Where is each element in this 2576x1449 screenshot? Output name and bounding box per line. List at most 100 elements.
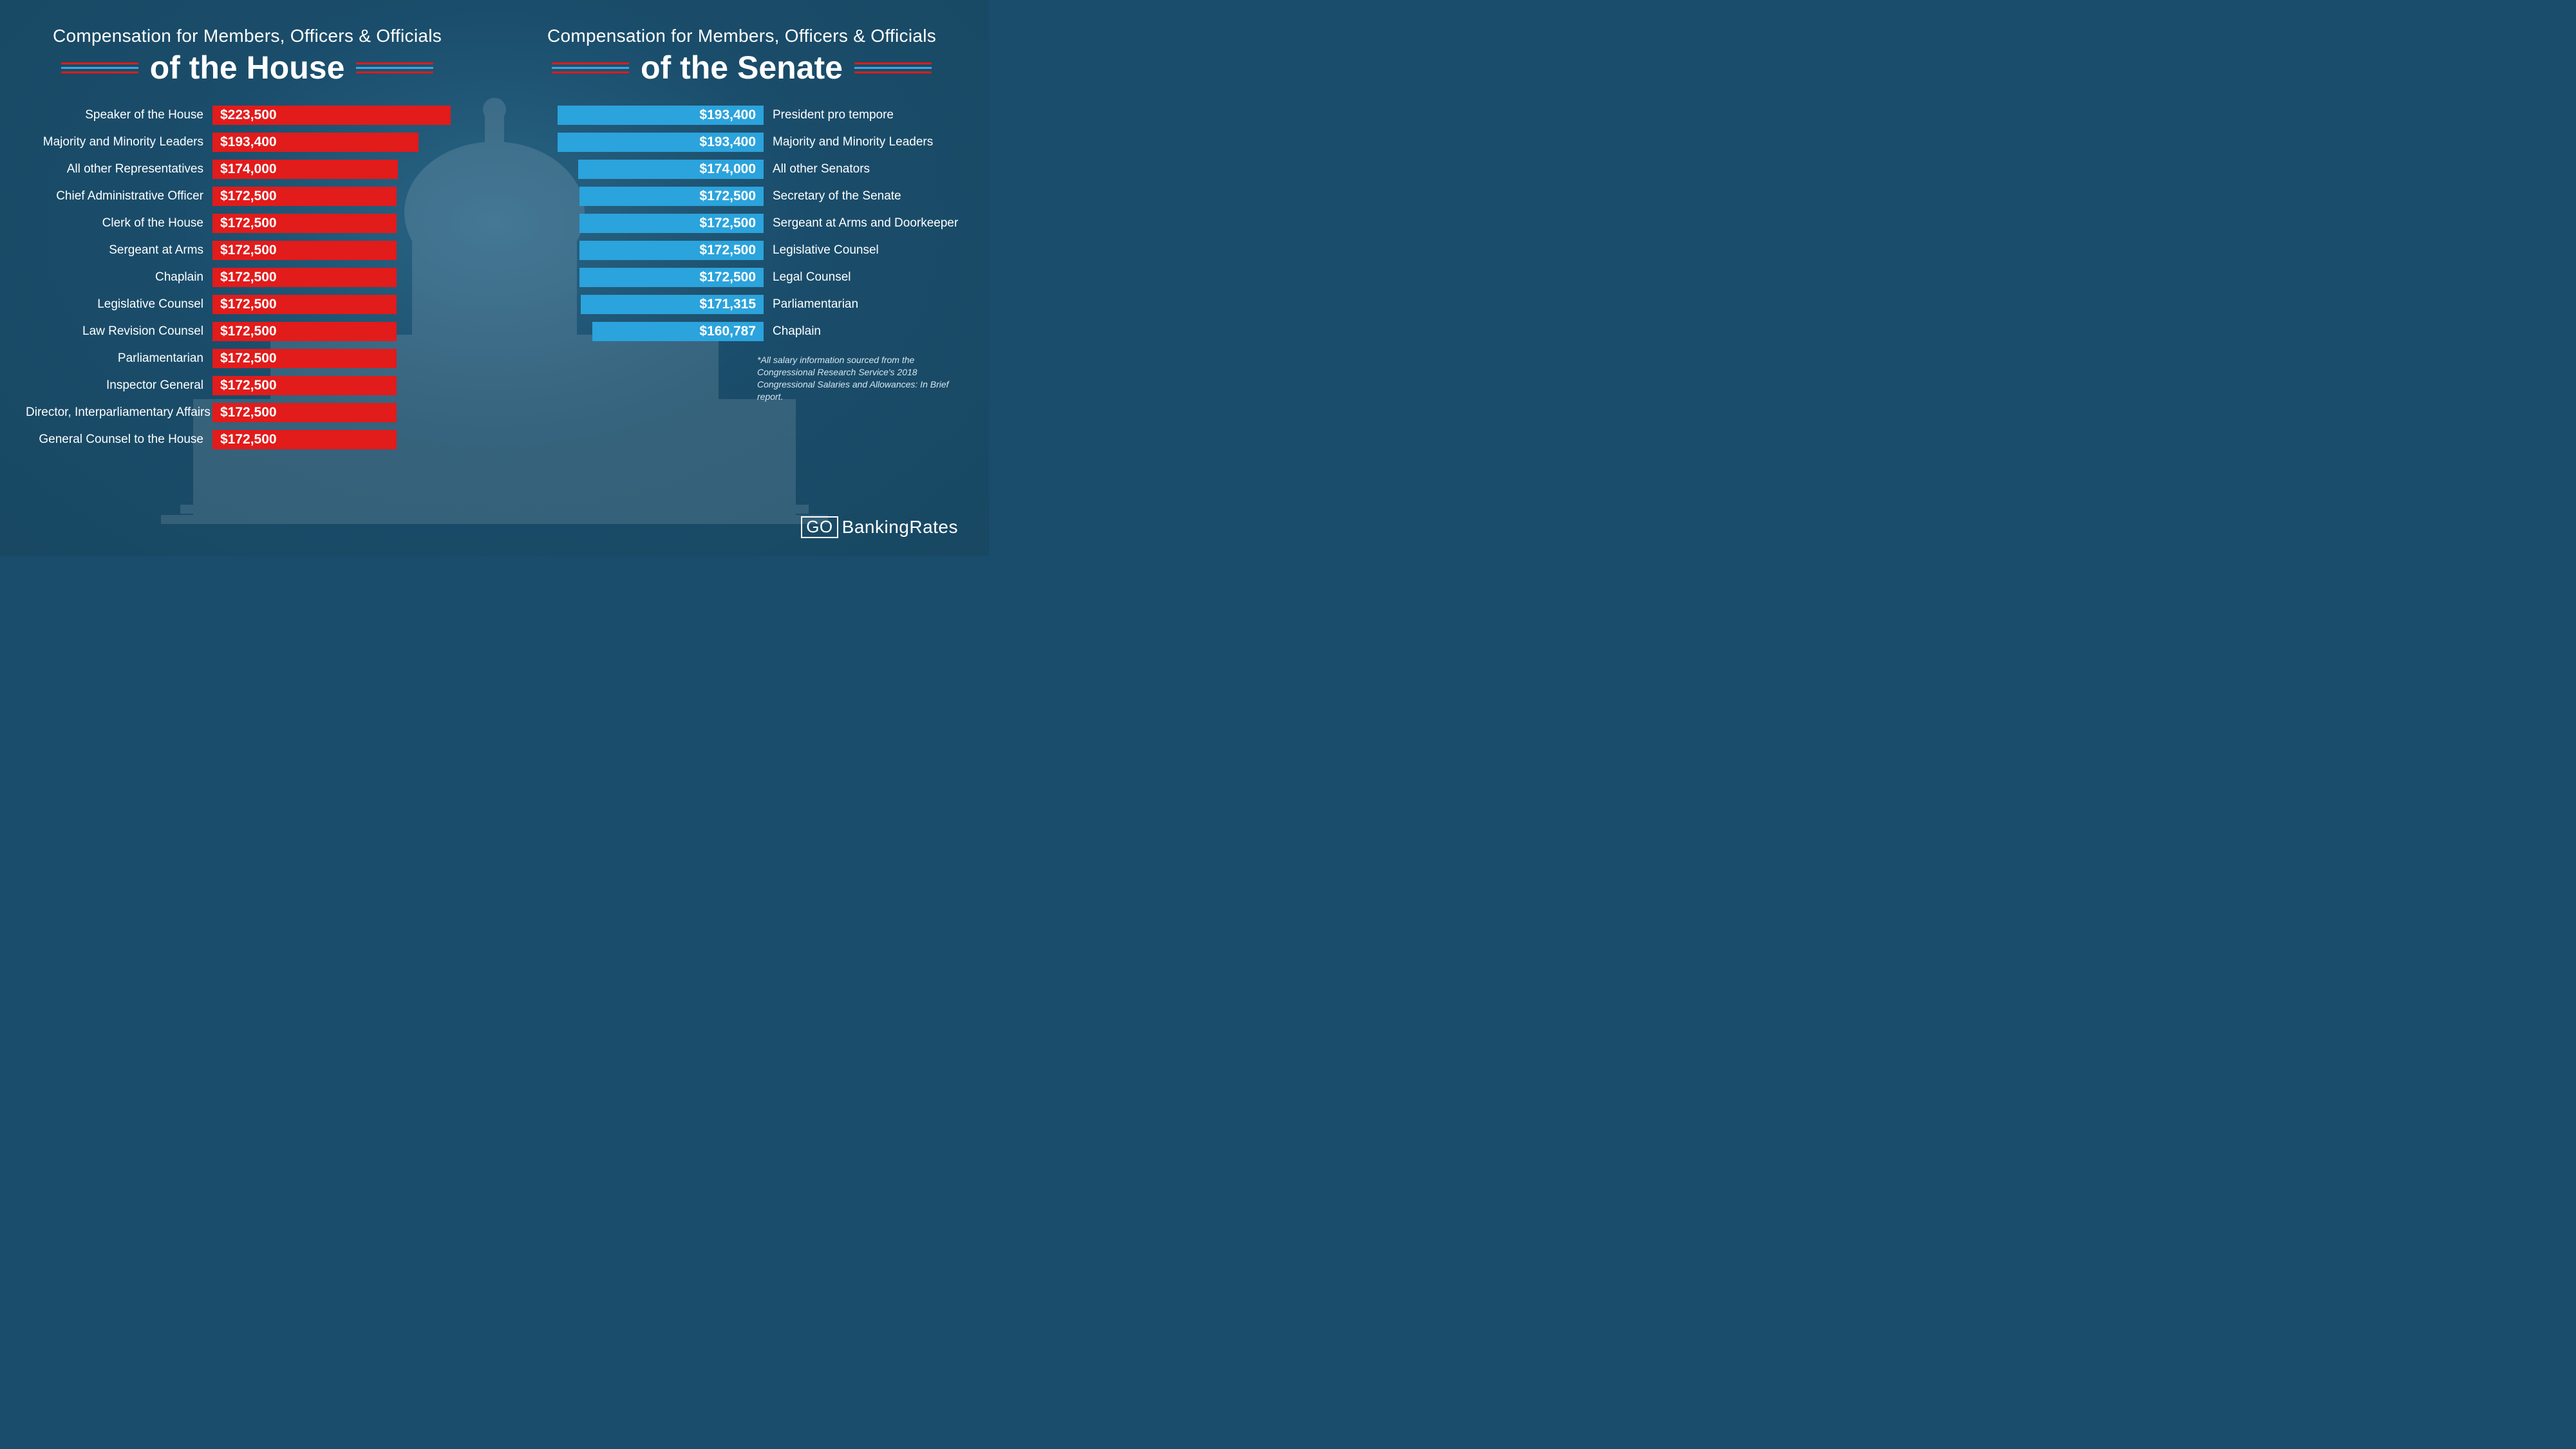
house-row-label: Chaplain (26, 270, 212, 285)
infographic-canvas: Compensation for Members, Officers & Off… (0, 0, 989, 556)
logo-go: GO (801, 516, 838, 538)
senate-bar-value: $174,000 (699, 162, 756, 177)
senate-row-label: Chaplain (764, 324, 963, 339)
stripes-left-icon (61, 62, 138, 73)
senate-bar: $171,315 (581, 295, 764, 314)
house-bar: $172,500 (212, 403, 397, 422)
house-bar-value: $172,500 (220, 216, 277, 231)
house-row-label: Clerk of the House (26, 216, 212, 230)
house-row: Majority and Minority Leaders$193,400 (26, 131, 469, 153)
stripes-right-icon (356, 62, 433, 73)
house-row-label: Legislative Counsel (26, 297, 212, 312)
senate-row-label: Secretary of the Senate (764, 189, 963, 203)
house-row: Inspector General$172,500 (26, 375, 469, 397)
house-bar-track: $172,500 (212, 376, 469, 395)
house-bar-value: $172,500 (220, 270, 277, 285)
house-bar-value: $172,500 (220, 324, 277, 339)
senate-bar-track: $174,000 (520, 160, 764, 179)
senate-bar-track: $172,500 (520, 214, 764, 233)
house-row-label: Sergeant at Arms (26, 243, 212, 257)
house-row: Director, Interparliamentary Affairs$172… (26, 402, 469, 424)
house-bar-value: $172,500 (220, 378, 277, 393)
senate-row: $172,500 Sergeant at Arms and Doorkeeper (520, 212, 963, 234)
house-row: General Counsel to the House$172,500 (26, 429, 469, 451)
house-bar-track: $172,500 (212, 214, 469, 233)
house-row: Parliamentarian $172,500 (26, 348, 469, 369)
senate-bar-value: $172,500 (699, 270, 756, 285)
house-bar: $172,500 (212, 295, 397, 314)
house-column: Compensation for Members, Officers & Off… (0, 0, 494, 556)
senate-row-label: Legislative Counsel (764, 243, 963, 257)
senate-bar: $193,400 (558, 106, 764, 125)
senate-row: $193,400Majority and Minority Leaders (520, 131, 963, 153)
house-title-large: of the House (150, 49, 345, 86)
senate-row: $172,500 Secretary of the Senate (520, 185, 963, 207)
house-row-label: Majority and Minority Leaders (26, 135, 212, 149)
house-row: All other Representatives$174,000 (26, 158, 469, 180)
senate-row-label: Parliamentarian (764, 297, 963, 312)
house-bar: $172,500 (212, 241, 397, 260)
house-bar: $223,500 (212, 106, 451, 125)
house-title-block: Compensation for Members, Officers & Off… (26, 26, 469, 86)
house-bar: $172,500 (212, 214, 397, 233)
house-bar: $193,400 (212, 133, 418, 152)
senate-row: $172,500 Legislative Counsel (520, 239, 963, 261)
senate-row: $174,000 All other Senators (520, 158, 963, 180)
house-bar-track: $172,500 (212, 241, 469, 260)
senate-title-block: Compensation for Members, Officers & Off… (520, 26, 963, 86)
house-row-label: Law Revision Counsel (26, 324, 212, 339)
house-rows: Speaker of the House $223,500 Majority and… (26, 104, 469, 451)
house-title-small: Compensation for Members, Officers & Off… (26, 26, 469, 46)
house-bar-value: $174,000 (220, 162, 277, 177)
house-row: Law Revision Counsel $172,500 (26, 321, 469, 342)
house-row-label: Director, Interparliamentary Affairs (26, 406, 212, 420)
house-bar-value: $172,500 (220, 243, 277, 258)
senate-column: Compensation for Members, Officers & Off… (494, 0, 989, 556)
house-bar-track: $223,500 (212, 106, 469, 125)
senate-bar-value: $172,500 (699, 189, 756, 204)
house-row-label: Speaker of the House (26, 108, 212, 122)
senate-row: $172,500 Legal Counsel (520, 266, 963, 288)
house-bar-value: $172,500 (220, 351, 277, 366)
senate-bar-value: $193,400 (699, 135, 756, 150)
senate-bar: $172,500 (579, 187, 764, 206)
stripes-right-icon (854, 62, 932, 73)
senate-bar-value: $172,500 (699, 216, 756, 231)
senate-bar-track: $160,787 (520, 322, 764, 341)
senate-row: $160,787Chaplain (520, 321, 963, 342)
house-bar-track: $172,500 (212, 295, 469, 314)
senate-rows: $193,400President pro tempore $193,400Maj… (520, 104, 963, 342)
stripes-left-icon (552, 62, 629, 73)
house-bar-track: $172,500 (212, 403, 469, 422)
senate-title-small: Compensation for Members, Officers & Off… (520, 26, 963, 46)
senate-row: $171,315 Parliamentarian (520, 294, 963, 315)
senate-title-large: of the Senate (641, 49, 843, 86)
house-row: Legislative Counsel $172,500 (26, 294, 469, 315)
senate-row: $193,400President pro tempore (520, 104, 963, 126)
house-bar-track: $174,000 (212, 160, 469, 179)
house-row-label: Parliamentarian (26, 351, 212, 366)
senate-bar: $174,000 (578, 160, 764, 179)
senate-bar: $172,500 (579, 214, 764, 233)
house-bar-value: $172,500 (220, 189, 277, 204)
house-row: Speaker of the House $223,500 (26, 104, 469, 126)
logo-brand: BankingRates (842, 517, 958, 538)
house-bar-track: $172,500 (212, 268, 469, 287)
house-row: Clerk of the House $172,500 (26, 212, 469, 234)
senate-bar-value: $171,315 (699, 297, 756, 312)
senate-bar-track: $172,500 (520, 241, 764, 260)
house-bar-value: $172,500 (220, 432, 277, 447)
senate-row-label: Sergeant at Arms and Doorkeeper (764, 216, 963, 230)
house-row-label: Chief Administrative Officer (26, 189, 212, 203)
house-bar-value: $172,500 (220, 297, 277, 312)
senate-bar-track: $193,400 (520, 106, 764, 125)
senate-bar-track: $193,400 (520, 133, 764, 152)
senate-bar-value: $172,500 (699, 243, 756, 258)
senate-title-large-row: of the Senate (520, 49, 963, 86)
house-bar-value: $223,500 (220, 108, 277, 123)
senate-row-label: All other Senators (764, 162, 963, 176)
house-bar-track: $172,500 (212, 349, 469, 368)
house-bar: $174,000 (212, 160, 398, 179)
house-bar: $172,500 (212, 376, 397, 395)
senate-row-label: Legal Counsel (764, 270, 963, 285)
